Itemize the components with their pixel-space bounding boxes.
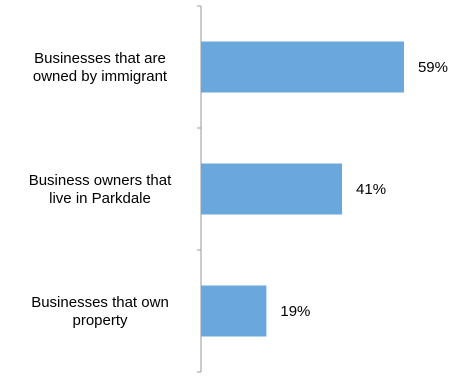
category-label: Businesses that own property bbox=[31, 294, 169, 329]
bar bbox=[201, 41, 404, 93]
bar bbox=[201, 285, 267, 337]
data-label: 59% bbox=[418, 59, 448, 76]
category-label-line: live in Parkdale bbox=[49, 190, 151, 207]
category-label-line: Business owners that bbox=[29, 172, 172, 189]
axis-layer bbox=[197, 5, 202, 373]
category-label: Businesses that are owned by immigrant bbox=[33, 50, 168, 85]
category-label-line: Businesses that own bbox=[31, 294, 169, 311]
category-label-line: owned by immigrant bbox=[33, 68, 168, 85]
category-label-line: Businesses that are bbox=[34, 50, 166, 67]
data-label: 19% bbox=[280, 303, 310, 320]
bar bbox=[201, 163, 343, 215]
category-label-line: property bbox=[72, 312, 128, 329]
labels-layer: 59% Businesses that are owned by immigrant… bbox=[29, 50, 448, 329]
bars-layer bbox=[201, 41, 404, 337]
data-label: 41% bbox=[356, 181, 386, 198]
category-label: Business owners that live in Parkdale bbox=[29, 172, 172, 207]
